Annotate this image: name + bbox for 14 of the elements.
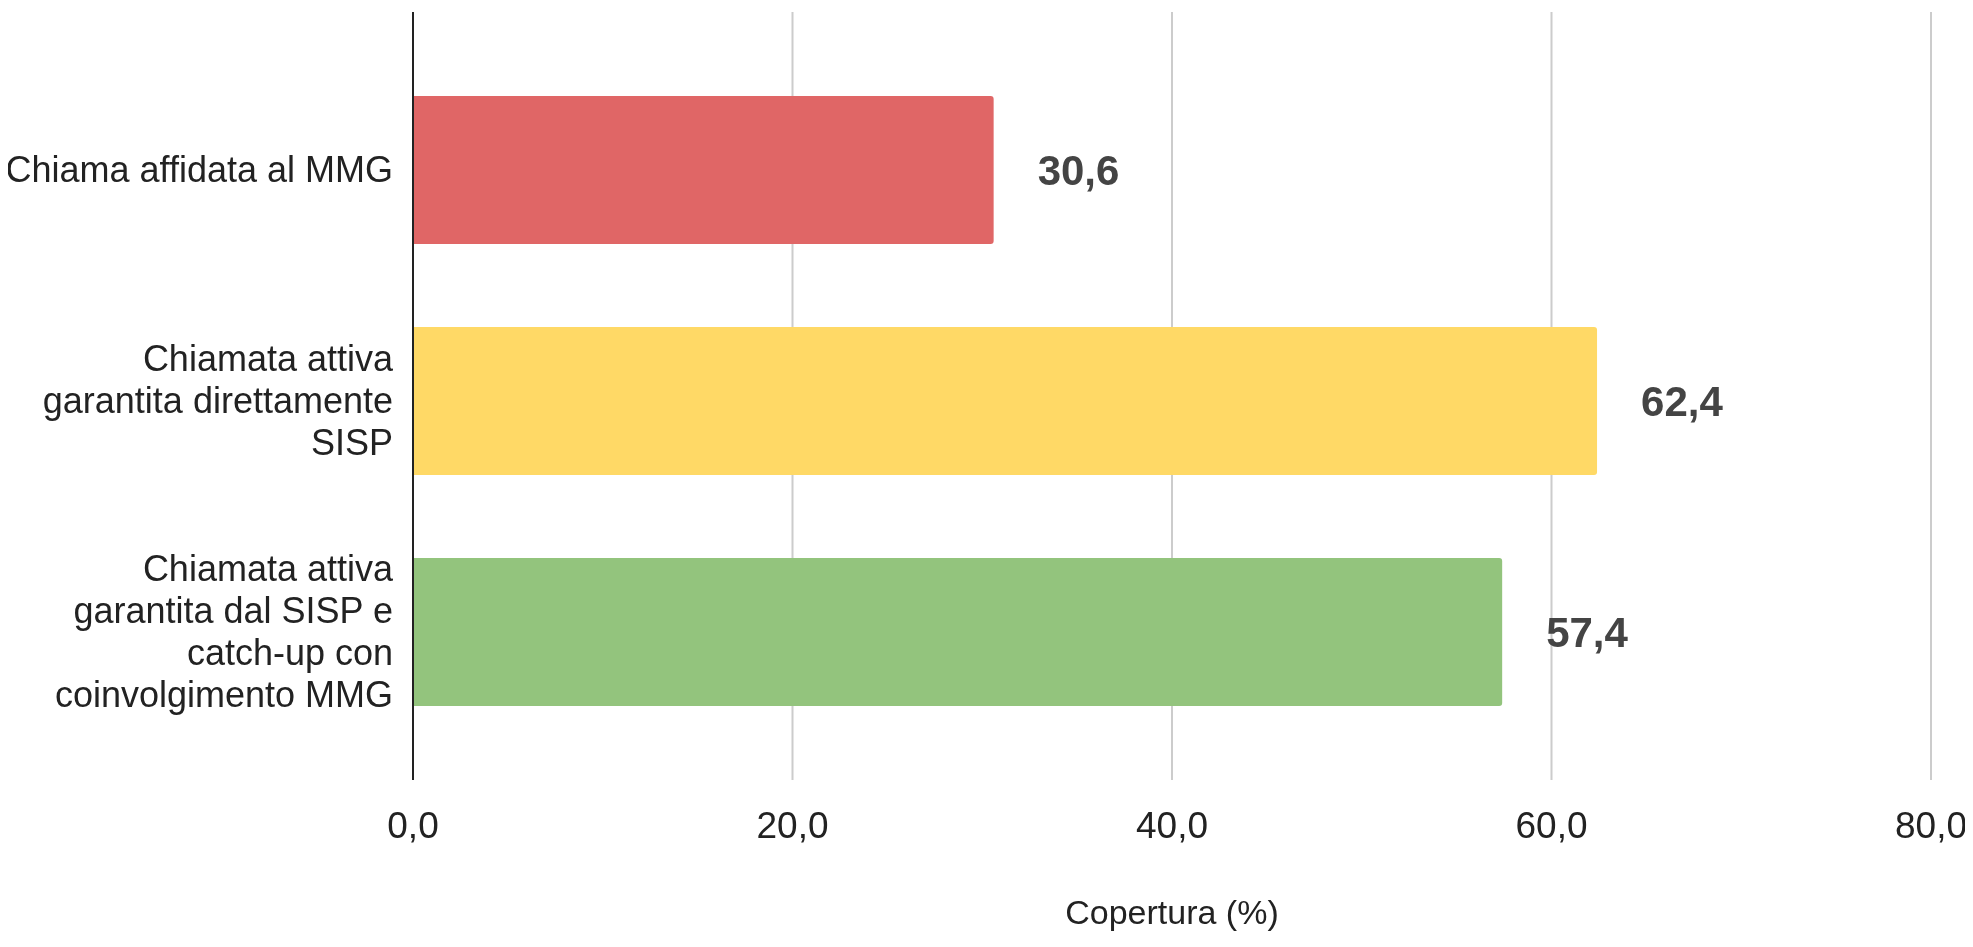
y-tick-label: Chiama affidata al MMG [7, 148, 393, 191]
data-label: 57,4 [1546, 608, 1629, 656]
x-tick-label: 0,0 [387, 805, 439, 847]
x-axis-title: Copertura (%) [1065, 893, 1279, 931]
bar [413, 96, 994, 244]
y-tick-label: Chiamata attiva garantita direttamente SISP [41, 337, 393, 464]
x-tick-label: 60,0 [1515, 805, 1588, 847]
y-tick-label: Chiamata attiva garantita dal SISP e catch-up con coinvolgimento MMG [53, 547, 393, 716]
bar [413, 558, 1503, 706]
x-tick-label: 20,0 [756, 805, 829, 847]
data-label: 30,6 [1037, 146, 1120, 194]
x-tick-label: 40,0 [1135, 805, 1209, 847]
bar [413, 327, 1598, 475]
data-label: 62,4 [1641, 377, 1724, 425]
